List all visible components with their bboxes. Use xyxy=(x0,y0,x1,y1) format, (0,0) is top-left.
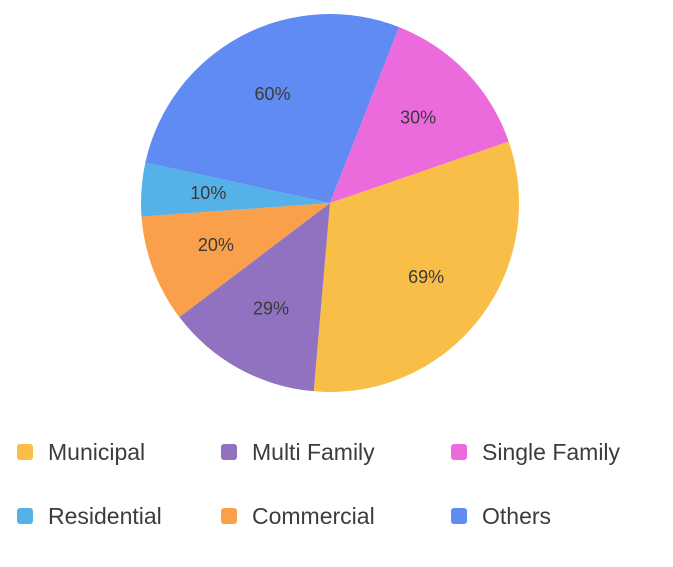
legend-label: Others xyxy=(482,502,552,529)
legend-swatch xyxy=(221,444,237,460)
legend-item-multi-family[interactable]: Multi Family xyxy=(221,437,375,467)
legend-item-single-family[interactable]: Single Family xyxy=(451,437,620,467)
legend-item-others[interactable]: Others xyxy=(451,501,551,531)
pie-slice-single-family[interactable] xyxy=(330,27,509,203)
legend-item-commercial[interactable]: Commercial xyxy=(221,501,375,531)
pie-slice-residential[interactable] xyxy=(140,162,330,217)
legend-label: Multi Family xyxy=(252,438,375,465)
legend-label: Commercial xyxy=(252,502,375,529)
pie-slice-label: 60% xyxy=(255,84,291,104)
legend-item-residential[interactable]: Residential xyxy=(17,501,162,531)
pie-slice-label: 29% xyxy=(253,299,289,319)
pie-slice-label: 69% xyxy=(408,267,444,287)
pie-slice-label: 30% xyxy=(400,107,436,127)
legend-label: Municipal xyxy=(48,438,146,465)
legend-swatch xyxy=(17,508,33,524)
legend-label: Single Family xyxy=(482,438,621,465)
pie-chart: 69% 29% 20% 10% 60% 30% xyxy=(140,13,519,393)
pie-slice-multi-family[interactable] xyxy=(179,203,330,392)
pie-slice-municipal[interactable] xyxy=(313,141,519,393)
legend-label: Residential xyxy=(48,502,162,529)
pie-slice-commercial[interactable] xyxy=(141,203,330,318)
pie-slice-others[interactable] xyxy=(145,13,400,203)
legend-item-municipal[interactable]: Municipal xyxy=(17,437,145,467)
legend-swatch xyxy=(221,508,237,524)
pie-slice-label: 10% xyxy=(190,183,226,203)
legend-swatch xyxy=(451,444,467,460)
pie-slice-labels: 69% 29% 20% 10% 60% 30% xyxy=(190,84,444,318)
pie-slices xyxy=(140,13,519,393)
legend-swatch xyxy=(451,508,467,524)
legend-swatch xyxy=(17,444,33,460)
pie-slice-label: 20% xyxy=(198,235,234,255)
